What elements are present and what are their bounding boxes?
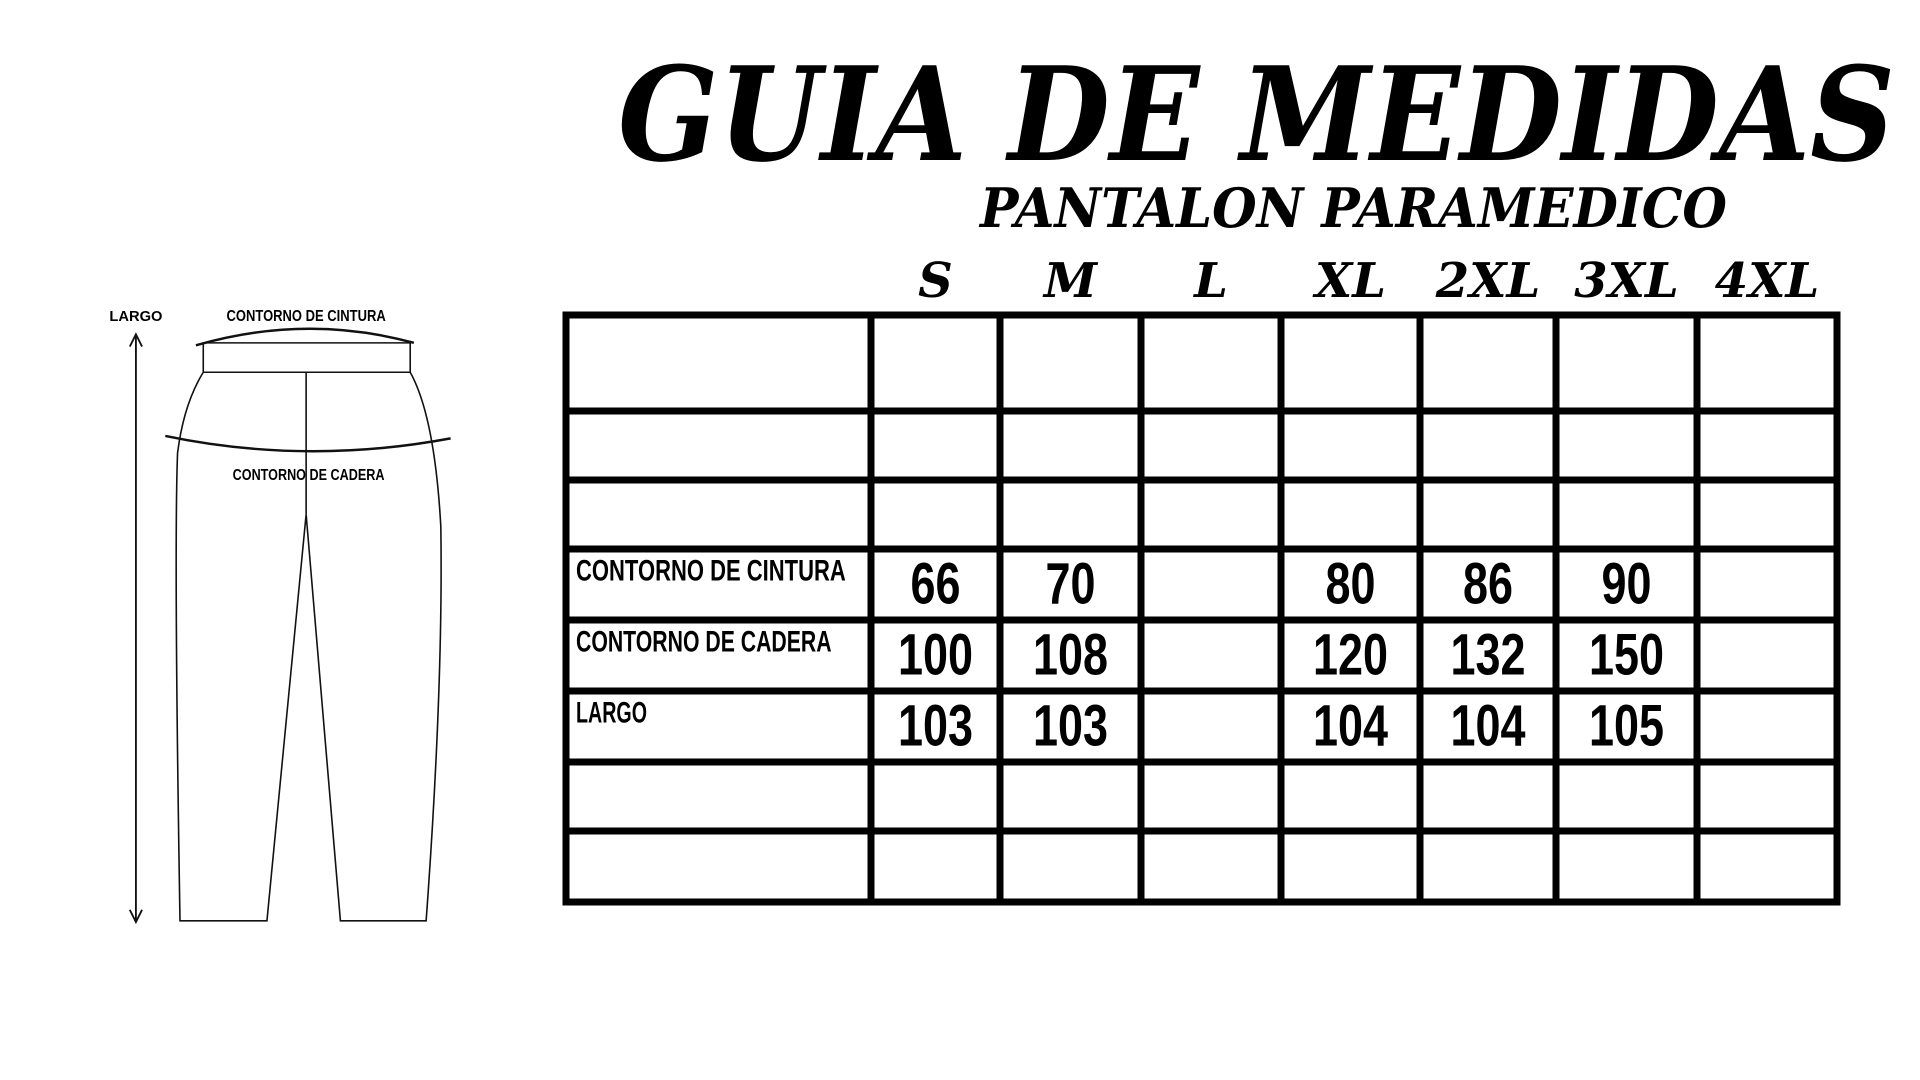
hip-arrow — [165, 434, 451, 453]
measurement: 66 — [911, 552, 961, 617]
measurement: 90 — [1602, 552, 1652, 617]
row-label: CONTORNO DE CADERA — [576, 626, 832, 659]
length-label: LARGO — [109, 309, 162, 325]
measurement: 100 — [898, 623, 973, 688]
row-label: LARGO — [576, 697, 647, 730]
waist-label: CONTORNO DE CINTURA — [227, 308, 387, 325]
measurement: 105 — [1589, 694, 1664, 759]
measurement: 86 — [1463, 552, 1513, 617]
measurement: 120 — [1313, 623, 1388, 688]
measurement: 150 — [1589, 623, 1664, 688]
size-header: 3XL — [1574, 253, 1678, 309]
size-header: 2XL — [1435, 253, 1540, 309]
measurement: 132 — [1451, 623, 1526, 688]
measurement: 103 — [1033, 694, 1108, 759]
measurement: 104 — [1313, 694, 1388, 759]
size-header: L — [1192, 253, 1228, 309]
title: GUIA DE MEDIDAS — [618, 38, 1895, 191]
hip-label: CONTORNO DE CADERA — [233, 467, 385, 484]
length-arrowheads — [128, 332, 143, 925]
subtitle: PANTALON PARAMEDICO — [978, 176, 1727, 240]
measurement: 104 — [1451, 694, 1526, 759]
size-header: M — [1042, 253, 1099, 309]
size-header: S — [918, 253, 953, 309]
size-header: 4XL — [1715, 253, 1819, 309]
waist-arrow — [195, 327, 415, 347]
measurement: 108 — [1033, 623, 1108, 688]
pants-outline — [175, 371, 442, 922]
measurement: 103 — [898, 694, 973, 759]
measurement: 80 — [1326, 552, 1376, 617]
measurement: 70 — [1046, 552, 1096, 617]
row-label: CONTORNO DE CINTURA — [576, 555, 846, 588]
pants-diagram: LARGO CONTORNO DE CINTURA CONTORNO DE CA… — [109, 308, 451, 925]
size-header: XL — [1312, 253, 1386, 309]
waistband — [202, 342, 412, 374]
